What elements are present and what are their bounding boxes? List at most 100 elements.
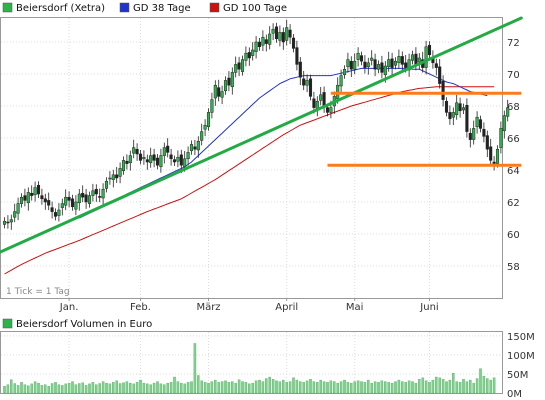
- volume-legend-label: Beiersdorf Volumen in Euro: [16, 319, 152, 330]
- candle-body: [461, 107, 466, 111]
- volume-bar: [61, 385, 64, 394]
- candle-body: [40, 195, 44, 200]
- candle-body: [329, 107, 333, 113]
- candle-body: [142, 156, 146, 160]
- candle: [281, 27, 285, 50]
- volume-y-tick-label: 150M: [507, 332, 535, 343]
- candle: [346, 52, 350, 73]
- volume-bar: [217, 382, 220, 394]
- candle: [6, 215, 10, 229]
- candle: [169, 148, 173, 166]
- volume-bar: [475, 378, 479, 394]
- volume-bar: [44, 384, 47, 394]
- candle: [176, 150, 180, 168]
- candle-body: [278, 32, 282, 41]
- candle-body: [489, 146, 493, 161]
- volume-bar: [81, 382, 84, 394]
- candle: [482, 122, 486, 143]
- candle-body: [193, 146, 197, 150]
- volume-bar: [71, 381, 74, 394]
- candle-body: [16, 203, 20, 214]
- candle: [203, 119, 207, 137]
- candle: [227, 71, 231, 92]
- volume-bar: [227, 382, 231, 394]
- candle-body: [366, 62, 370, 68]
- volume-bar: [67, 382, 71, 394]
- candle: [254, 36, 258, 59]
- volume-bar: [401, 381, 404, 394]
- candle-body: [465, 104, 469, 132]
- volume-bar: [373, 381, 377, 394]
- legend-item: Beiersdorf (Xetra): [2, 2, 105, 14]
- candle-body: [404, 62, 408, 68]
- candle: [104, 177, 109, 193]
- volume-bar: [322, 381, 326, 394]
- volume-bar: [193, 343, 197, 394]
- volume-bar: [254, 380, 258, 394]
- price-y-tick-label: 58: [507, 262, 520, 273]
- candle-body: [234, 64, 238, 73]
- gd100-line: [4, 86, 495, 275]
- volume-bar: [479, 368, 482, 394]
- candle-body: [376, 64, 381, 70]
- volume-bar: [152, 382, 156, 394]
- volume-bar: [91, 382, 95, 394]
- volume-bar: [299, 381, 302, 394]
- candle: [339, 69, 343, 93]
- candle-body: [186, 152, 190, 160]
- candle: [19, 193, 24, 208]
- candle-body: [254, 41, 258, 52]
- candle: [247, 47, 251, 66]
- volume-bar: [115, 380, 118, 394]
- annotation-lines: [0, 16, 523, 254]
- volume-bar: [424, 380, 428, 394]
- volume-bar: [163, 384, 166, 394]
- volume-bar: [78, 383, 81, 394]
- candle-body: [200, 131, 204, 141]
- candle: [468, 128, 472, 148]
- candle-body: [206, 112, 211, 128]
- candle-body: [370, 57, 374, 61]
- candle-body: [23, 195, 27, 201]
- volume-bar: [271, 379, 275, 394]
- price-y-tick-label: 60: [507, 230, 520, 241]
- candle: [166, 138, 170, 158]
- candle: [366, 57, 370, 75]
- candle-body: [468, 132, 472, 140]
- candle: [376, 60, 381, 74]
- candle: [210, 92, 214, 119]
- candle-body: [506, 107, 510, 117]
- candle-body: [179, 154, 183, 166]
- candle: [118, 162, 122, 184]
- volume-bar: [23, 384, 27, 394]
- candle: [271, 23, 275, 41]
- legend-label: GD 38 Tage: [133, 3, 191, 14]
- candle: [472, 120, 476, 145]
- candle: [261, 30, 265, 52]
- candle-body: [482, 128, 486, 137]
- volume-bar: [462, 379, 465, 394]
- candle: [57, 203, 61, 222]
- candle: [441, 75, 445, 107]
- legend-swatch: [2, 2, 13, 13]
- volume-bar: [360, 381, 363, 394]
- candle: [189, 140, 194, 155]
- candle-body: [295, 47, 299, 65]
- candle-body: [203, 124, 207, 130]
- candle-body: [91, 190, 95, 196]
- price-legend: Beiersdorf (Xetra) GD 38 Tage GD 100 Tage: [2, 2, 287, 14]
- candle: [132, 139, 136, 159]
- x-tick-label: Feb.: [130, 302, 151, 313]
- volume-bar: [441, 379, 445, 394]
- volume-bar: [455, 381, 458, 394]
- x-tick-label: Mai: [346, 302, 364, 313]
- candle: [138, 150, 143, 165]
- candle-body: [363, 61, 367, 68]
- candle: [13, 203, 17, 223]
- candle-body: [169, 154, 173, 160]
- legend-item: GD 100 Tage: [209, 2, 287, 14]
- candle: [285, 19, 289, 46]
- volume-bar: [370, 382, 373, 394]
- candle: [274, 22, 279, 43]
- candle: [492, 156, 496, 171]
